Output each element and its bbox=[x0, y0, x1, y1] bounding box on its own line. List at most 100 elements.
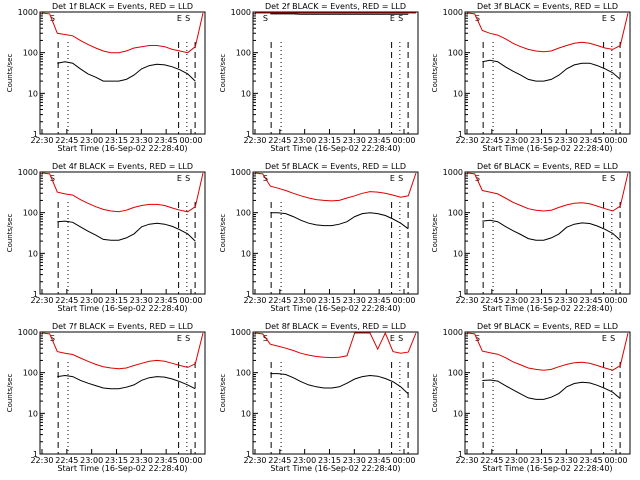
y-axis-label: Counts/sec bbox=[219, 214, 227, 253]
y-tick-label: 1 bbox=[458, 130, 463, 139]
time-marker-s: S bbox=[475, 174, 480, 183]
y-tick-label: 100 bbox=[23, 209, 38, 218]
series-line-lld bbox=[254, 172, 417, 202]
x-tick-label: 23:00 bbox=[505, 296, 528, 305]
plot-frame bbox=[464, 331, 631, 455]
series-line-events bbox=[57, 220, 196, 242]
y-tick-label: 10 bbox=[28, 249, 38, 258]
time-marker-s: S bbox=[610, 174, 615, 183]
y-tick-label: 100 bbox=[448, 49, 463, 58]
x-axis-label: Start Time (16-Sep-02 22:28:40) bbox=[57, 464, 187, 473]
time-marker-e: E bbox=[390, 174, 395, 183]
time-marker-s: S bbox=[475, 334, 480, 343]
y-tick-label: 1000 bbox=[231, 8, 251, 17]
y-tick-label: 1000 bbox=[443, 168, 463, 177]
x-tick-label: 22:45 bbox=[55, 296, 78, 305]
y-tick-label: 1 bbox=[246, 450, 251, 459]
x-tick-label: 23:00 bbox=[80, 136, 103, 145]
time-marker-e: E bbox=[602, 174, 607, 183]
x-tick-label: 23:15 bbox=[105, 296, 128, 305]
chart-panel-8: Det 8f BLACK = Events, RED = LLD 1 10 100 10… bbox=[219, 322, 419, 473]
y-tick-label: 10 bbox=[453, 249, 463, 258]
chart-panel-9: Det 9f BLACK = Events, RED = LLD 1 10 100 10… bbox=[431, 322, 631, 473]
chart-title: Det 7f BLACK = Events, RED = LLD bbox=[52, 322, 193, 331]
x-tick-label: 23:45 bbox=[368, 296, 391, 305]
x-tick-label: 23:00 bbox=[80, 296, 103, 305]
time-marker-s: S bbox=[50, 174, 55, 183]
time-marker-s: S bbox=[610, 334, 615, 343]
x-tick-label: 23:00 bbox=[80, 456, 103, 465]
x-tick-label: 23:00 bbox=[505, 136, 528, 145]
x-tick-label: 22:30 bbox=[243, 296, 266, 305]
chart-title: Det 3f BLACK = Events, RED = LLD bbox=[477, 2, 618, 11]
y-tick-label: 10 bbox=[241, 89, 251, 98]
series-line-lld bbox=[41, 172, 204, 213]
x-axis-label: Start Time (16-Sep-02 22:28:40) bbox=[270, 144, 400, 153]
x-tick-label: 23:15 bbox=[318, 296, 341, 305]
chart-panel-5: Det 5f BLACK = Events, RED = LLD 1 10 100 10… bbox=[219, 162, 419, 313]
x-tick-label: 22:30 bbox=[455, 296, 478, 305]
x-tick-label: 22:45 bbox=[268, 136, 291, 145]
x-tick-label: 22:30 bbox=[455, 456, 478, 465]
x-tick-label: 23:45 bbox=[368, 136, 391, 145]
chart-title: Det 8f BLACK = Events, RED = LLD bbox=[265, 322, 406, 331]
y-tick-label: 100 bbox=[236, 369, 251, 378]
y-tick-label: 100 bbox=[23, 49, 38, 58]
x-tick-label: 22:30 bbox=[30, 456, 53, 465]
y-tick-label: 1 bbox=[458, 290, 463, 299]
time-marker-s: S bbox=[398, 334, 403, 343]
x-tick-label: 00:00 bbox=[392, 296, 415, 305]
plot-frame bbox=[252, 171, 419, 295]
plot-frame bbox=[464, 11, 631, 135]
y-axis-label: Counts/sec bbox=[6, 54, 14, 93]
x-tick-label: 23:15 bbox=[318, 136, 341, 145]
series-line-events bbox=[270, 212, 409, 230]
x-tick-label: 22:30 bbox=[455, 136, 478, 145]
time-marker-s: S bbox=[398, 14, 403, 23]
x-tick-label: 23:15 bbox=[105, 456, 128, 465]
time-marker-s: S bbox=[398, 174, 403, 183]
series-line-lld bbox=[254, 331, 417, 359]
y-axis-label: Counts/sec bbox=[431, 54, 439, 93]
y-tick-label: 1000 bbox=[18, 168, 38, 177]
x-tick-label: 23:45 bbox=[155, 296, 178, 305]
x-tick-label: 22:45 bbox=[480, 296, 503, 305]
time-marker-s: S bbox=[185, 14, 190, 23]
chart-panel-7: Det 7f BLACK = Events, RED = LLD 1 10 100 10… bbox=[6, 322, 206, 473]
x-axis-label: Start Time (16-Sep-02 22:28:40) bbox=[482, 464, 612, 473]
x-tick-label: 23:30 bbox=[555, 136, 578, 145]
series-line-events bbox=[57, 61, 196, 82]
chart-title: Det 6f BLACK = Events, RED = LLD bbox=[477, 162, 618, 171]
x-tick-label: 23:15 bbox=[318, 456, 341, 465]
series-line-events bbox=[482, 219, 621, 241]
x-axis-label: Start Time (16-Sep-02 22:28:40) bbox=[57, 304, 187, 313]
series-line-lld bbox=[466, 172, 629, 212]
time-marker-s: S bbox=[263, 334, 268, 343]
x-tick-label: 23:30 bbox=[130, 296, 153, 305]
x-tick-label: 00:00 bbox=[604, 136, 627, 145]
series-line-lld bbox=[466, 12, 629, 53]
y-tick-label: 10 bbox=[241, 249, 251, 258]
x-tick-label: 00:00 bbox=[392, 456, 415, 465]
plot-frame bbox=[39, 171, 206, 295]
y-tick-label: 1000 bbox=[231, 328, 251, 337]
x-axis-label: Start Time (16-Sep-02 22:28:40) bbox=[482, 144, 612, 153]
y-tick-label: 1000 bbox=[231, 168, 251, 177]
y-tick-label: 1000 bbox=[18, 328, 38, 337]
x-tick-label: 23:00 bbox=[505, 456, 528, 465]
plot-frame bbox=[39, 11, 206, 135]
chart-title: Det 4f BLACK = Events, RED = LLD bbox=[52, 162, 193, 171]
x-tick-label: 23:00 bbox=[293, 136, 316, 145]
chart-title: Det 5f BLACK = Events, RED = LLD bbox=[265, 162, 406, 171]
y-axis-label: Counts/sec bbox=[431, 374, 439, 413]
x-tick-label: 23:30 bbox=[130, 136, 153, 145]
y-tick-label: 1 bbox=[246, 290, 251, 299]
time-marker-s: S bbox=[50, 334, 55, 343]
plot-frame bbox=[252, 11, 419, 135]
y-tick-label: 10 bbox=[28, 89, 38, 98]
x-tick-label: 00:00 bbox=[179, 456, 202, 465]
chart-title: Det 1f BLACK = Events, RED = LLD bbox=[52, 2, 193, 11]
y-axis-label: Counts/sec bbox=[219, 374, 227, 413]
x-tick-label: 23:30 bbox=[343, 296, 366, 305]
